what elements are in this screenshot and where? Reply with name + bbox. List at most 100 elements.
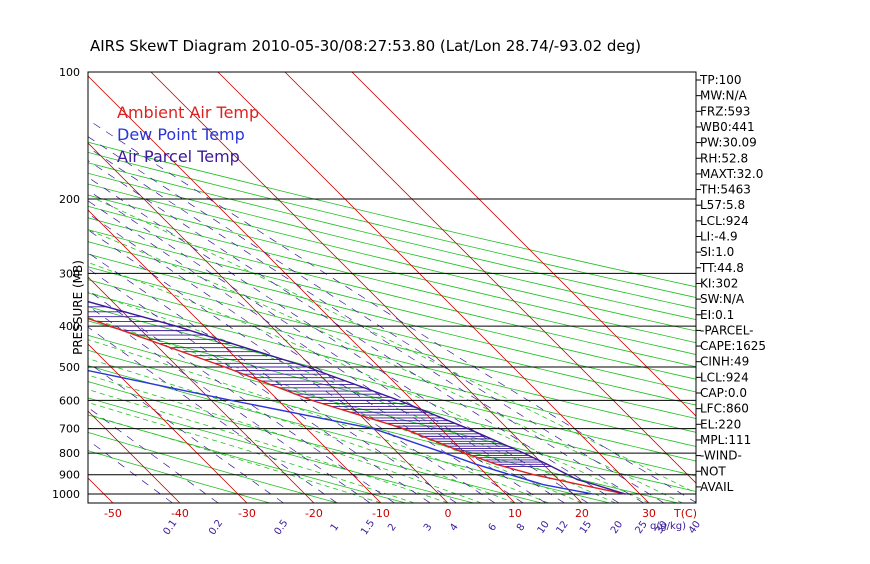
isotherm — [150, 72, 583, 503]
dry-adiabat — [88, 292, 696, 447]
index-item: MW:N/A — [700, 89, 748, 103]
dry-adiabat — [88, 194, 696, 344]
mixing-ratio-line — [88, 362, 284, 503]
index-item: SW:N/A — [700, 292, 745, 306]
dry-adiabat — [88, 320, 696, 477]
pressure-tick-label: 500 — [59, 361, 80, 374]
dry-adiabat — [88, 365, 610, 503]
dry-adiabat — [88, 229, 696, 380]
index-item: LFC:860 — [700, 402, 749, 416]
index-item: TH:5463 — [699, 183, 751, 197]
moist-adiabat — [88, 358, 516, 503]
moist-adiabat — [88, 229, 683, 503]
moist-adiabat — [88, 374, 482, 503]
mixing-ratio-tick: 40 — [687, 519, 703, 536]
dry-adiabat — [88, 151, 696, 298]
isotherm — [284, 72, 696, 484]
isotherm — [0, 72, 46, 503]
mixing-ratio-line — [88, 252, 457, 503]
mixing-ratio-line — [88, 305, 371, 503]
index-item: PW:30.09 — [700, 136, 757, 150]
index-item: LI:-4.9 — [700, 230, 738, 244]
pressure-tick-label: 100 — [59, 66, 80, 79]
mixing-ratio-tick: 0.2 — [207, 518, 225, 537]
dry-adiabat — [88, 217, 696, 368]
temp-tick-bottom: 20 — [575, 507, 589, 520]
dry-adiabat — [88, 432, 338, 503]
mixing-ratio-line — [88, 200, 546, 503]
mixing-ratio-tick: 20 — [609, 519, 625, 536]
index-item: WB0:441 — [700, 120, 755, 134]
mixing-ratio-tick: 0.5 — [272, 518, 290, 537]
pressure-tick-label: 200 — [59, 193, 80, 206]
index-item: LCL:924 — [700, 370, 749, 384]
dry-adiabat — [88, 141, 696, 288]
mixing-ratio-unit: q(g/kg) — [650, 521, 686, 532]
temp-tick-bottom: -10 — [372, 507, 390, 520]
dry-adiabat — [88, 162, 696, 309]
index-item: AVAIL — [700, 480, 734, 494]
moist-adiabat — [88, 261, 650, 503]
mixing-ratio-line — [88, 439, 173, 503]
temp-tick-bottom: -40 — [171, 507, 189, 520]
dry-adiabat — [88, 172, 696, 321]
index-item: FRZ:593 — [700, 104, 750, 118]
mixing-ratio-tick: 1.5 — [359, 518, 377, 537]
mixing-ratio-tick: 10 — [536, 519, 552, 536]
index-item: SI:1.0 — [700, 245, 734, 259]
pressure-tick-label: 400 — [59, 320, 80, 333]
dry-adiabat — [88, 381, 542, 503]
isotherm — [88, 410, 181, 503]
isotherm — [88, 209, 382, 503]
mixing-ratio-line — [88, 290, 395, 503]
legend: Ambient Air Temp Dew Point Temp Air Parcel… — [117, 103, 259, 166]
mixing-ratio-tick: 0.1 — [161, 518, 179, 537]
index-item: NOT — [700, 464, 726, 478]
index-item: TP:100 — [699, 73, 742, 87]
index-item: LCL:924 — [700, 214, 749, 228]
dry-adiabat — [88, 205, 696, 355]
mixing-ratio-line — [88, 229, 496, 503]
pressure-tick-label: 1000 — [52, 488, 80, 501]
mixing-ratio-tick: 8 — [515, 522, 528, 534]
axes-layer: 1002003004005006007008009001000PRESSURE … — [52, 66, 703, 537]
index-item: RH:52.8 — [700, 151, 748, 165]
dry-adiabat — [88, 306, 696, 462]
dry-adiabat — [88, 253, 696, 406]
mixing-ratio-tick: 3 — [422, 522, 435, 534]
mixing-ratio-line — [88, 326, 338, 503]
temp-tick-bottom: 30 — [642, 507, 656, 520]
index-item: CAP:0.0 — [700, 386, 747, 400]
dry-adiabat — [88, 241, 696, 393]
pressure-tick-label: 900 — [59, 469, 80, 482]
mixing-ratio-tick: 4 — [448, 522, 461, 534]
index-item: KI:302 — [700, 276, 738, 290]
index-item: EI:0.1 — [700, 308, 734, 322]
dry-adiabat — [88, 266, 696, 419]
mixing-ratio-line — [88, 119, 696, 503]
mixing-ratio-line — [88, 268, 431, 503]
moist-adiabat — [95, 198, 696, 494]
pressure-tick-label: 600 — [59, 394, 80, 407]
index-item: CAPE:1625 — [700, 339, 766, 353]
cape-hatch — [88, 306, 552, 467]
legend-entry: Air Parcel Temp — [117, 147, 240, 166]
mixing-ratio-tick: 15 — [578, 519, 594, 536]
mixing-ratio-tick: 12 — [554, 519, 570, 536]
dry-adiabat — [88, 349, 678, 503]
y-axis-label: PRESSURE (MB) — [71, 260, 85, 355]
series-air-parcel-temp — [88, 300, 626, 495]
index-item: MPL:111 — [700, 433, 751, 447]
index-item: TT:44.8 — [699, 261, 744, 275]
temp-tick-bottom: 10 — [508, 507, 522, 520]
temp-tick-bottom: -30 — [238, 507, 256, 520]
mixing-ratio-tick: 2 — [386, 522, 399, 534]
pressure-tick-label: 800 — [59, 447, 80, 460]
index-item: MAXT:32.0 — [700, 167, 763, 181]
chart-title: AIRS SkewT Diagram 2010-05-30/08:27:53.8… — [90, 37, 641, 55]
index-item: L57:5.8 — [700, 198, 745, 212]
legend-entry: Ambient Air Temp — [117, 103, 259, 122]
